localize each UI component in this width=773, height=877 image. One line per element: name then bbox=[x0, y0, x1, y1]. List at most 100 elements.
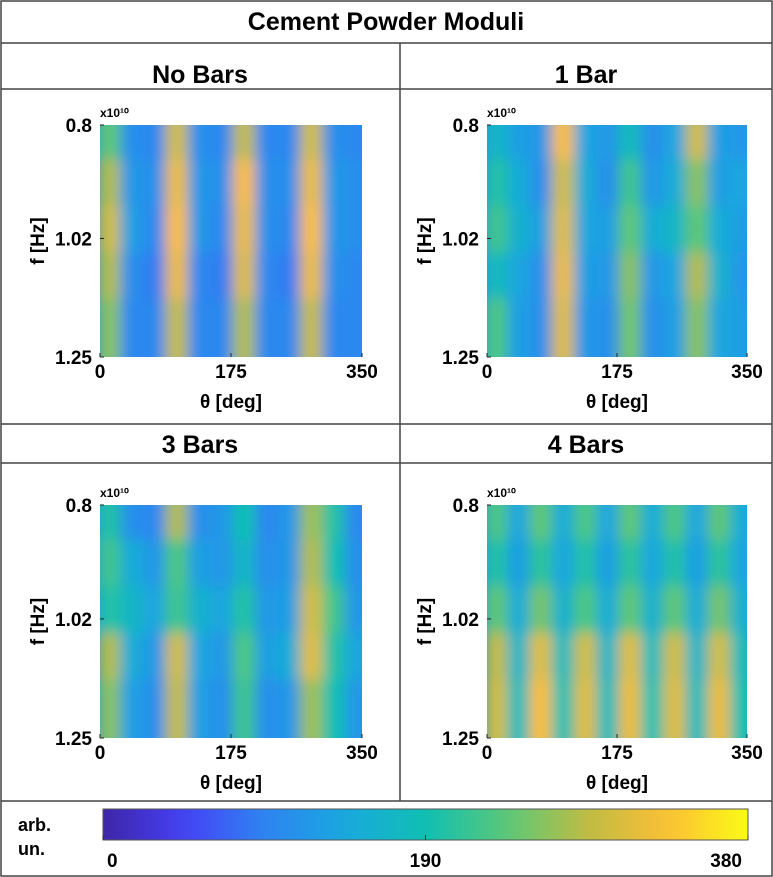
colorbar-label: arb. un. bbox=[18, 815, 52, 859]
heatmap-cell bbox=[255, 679, 282, 738]
heatmap-cell bbox=[165, 298, 192, 357]
heatmap bbox=[100, 125, 362, 357]
y-tick-label: 1.25 bbox=[55, 348, 92, 369]
heatmap-cell bbox=[487, 298, 512, 357]
x-tick-label: 175 bbox=[601, 362, 633, 383]
colorbar-tick-label: 190 bbox=[410, 851, 442, 872]
cells bbox=[100, 505, 362, 738]
y-axis-label: f [Hz] bbox=[415, 598, 436, 645]
y-tick-label: 1.25 bbox=[442, 729, 479, 750]
heatmap-cell bbox=[618, 298, 645, 357]
heatmap-cell bbox=[232, 679, 260, 738]
colorbar-tick-label: 380 bbox=[710, 851, 742, 872]
heatmap-cell bbox=[100, 679, 125, 738]
heatmap-cell bbox=[322, 679, 350, 738]
y-tick-label: 0.8 bbox=[453, 116, 479, 137]
heatmap-cell bbox=[100, 298, 125, 357]
y-tick-label: 1.02 bbox=[55, 229, 92, 250]
heatmap-cell bbox=[142, 298, 170, 357]
y-multiplier: x10¹⁰ bbox=[487, 486, 516, 500]
heatmap-cell bbox=[529, 298, 556, 357]
heatmap-cell bbox=[596, 679, 623, 738]
x-tick-label: 175 bbox=[601, 743, 633, 764]
heatmap-cell bbox=[507, 298, 534, 357]
x-tick-label: 175 bbox=[215, 362, 247, 383]
heatmap-cell bbox=[641, 298, 668, 357]
heatmap-cell bbox=[574, 679, 601, 738]
heatmap-cell bbox=[322, 298, 350, 357]
cells bbox=[487, 125, 747, 357]
heatmap-cell bbox=[487, 679, 512, 738]
x-axis-label: θ [deg] bbox=[200, 392, 262, 413]
heatmap-cell bbox=[120, 298, 147, 357]
heatmap-cell bbox=[165, 679, 192, 738]
y-multiplier: x10¹⁰ bbox=[487, 106, 516, 120]
heatmap bbox=[487, 125, 747, 357]
heatmap-cell bbox=[551, 679, 579, 738]
colorbar bbox=[102, 808, 749, 841]
x-tick-label: 0 bbox=[95, 743, 106, 764]
y-tick-label: 1.02 bbox=[55, 610, 92, 631]
heatmap-cell bbox=[529, 679, 556, 738]
heatmap-cell bbox=[255, 298, 282, 357]
y-multiplier: x10¹⁰ bbox=[100, 106, 129, 120]
heatmap-cell bbox=[300, 679, 327, 738]
x-axis-label: θ [deg] bbox=[200, 773, 262, 794]
x-axis-label: θ [deg] bbox=[586, 392, 648, 413]
cells bbox=[100, 125, 362, 357]
y-multiplier: x10¹⁰ bbox=[100, 486, 129, 500]
heatmap-cell bbox=[685, 679, 712, 738]
heatmap-cell bbox=[187, 298, 215, 357]
heatmap-cell bbox=[707, 298, 735, 357]
heatmap-cell bbox=[277, 679, 305, 738]
y-tick-label: 1.25 bbox=[442, 348, 479, 369]
heatmap-cell bbox=[707, 679, 735, 738]
heatmap-cell bbox=[574, 298, 601, 357]
heatmap-cell bbox=[596, 298, 623, 357]
heatmap-cell bbox=[210, 679, 237, 738]
heatmap bbox=[100, 505, 362, 738]
y-axis-label: f [Hz] bbox=[28, 598, 49, 645]
y-tick-label: 0.8 bbox=[66, 496, 92, 517]
heatmap-cell bbox=[232, 298, 260, 357]
heatmap-cell bbox=[345, 679, 362, 738]
x-tick-label: 0 bbox=[482, 362, 493, 383]
y-tick-label: 0.8 bbox=[453, 496, 479, 517]
heatmap bbox=[487, 505, 747, 738]
panel-title: 3 Bars bbox=[162, 431, 238, 459]
heatmap-cell bbox=[730, 298, 747, 357]
x-tick-label: 0 bbox=[95, 362, 106, 383]
x-tick-label: 175 bbox=[215, 743, 247, 764]
heatmap-cell bbox=[345, 298, 362, 357]
x-tick-label: 350 bbox=[731, 743, 763, 764]
y-tick-label: 1.02 bbox=[442, 610, 479, 631]
x-tick-label: 0 bbox=[482, 743, 493, 764]
heatmap-cell bbox=[142, 679, 170, 738]
x-tick-label: 350 bbox=[346, 743, 378, 764]
heatmap-cell bbox=[300, 298, 327, 357]
heatmap-cell bbox=[663, 679, 690, 738]
heatmap-cell bbox=[507, 679, 534, 738]
x-tick-label: 350 bbox=[346, 362, 378, 383]
panel-title: No Bars bbox=[152, 61, 248, 89]
y-axis-label: f [Hz] bbox=[415, 217, 436, 264]
panel-title: 1 Bar bbox=[555, 61, 618, 89]
heatmap-cell bbox=[187, 679, 215, 738]
heatmap-cell bbox=[210, 298, 237, 357]
heatmap-cell bbox=[618, 679, 645, 738]
cells bbox=[487, 505, 747, 738]
x-axis-label: θ [deg] bbox=[586, 773, 648, 794]
panel-title: 4 Bars bbox=[548, 431, 624, 459]
y-axis-label: f [Hz] bbox=[28, 217, 49, 264]
heatmap-cell bbox=[120, 679, 147, 738]
heatmap-cell bbox=[551, 298, 579, 357]
y-tick-label: 1.02 bbox=[442, 229, 479, 250]
y-tick-label: 1.25 bbox=[55, 729, 92, 750]
heatmap-cell bbox=[685, 298, 712, 357]
heatmap-cell bbox=[663, 298, 690, 357]
heatmap-cell bbox=[277, 298, 305, 357]
y-tick-label: 0.8 bbox=[66, 116, 92, 137]
